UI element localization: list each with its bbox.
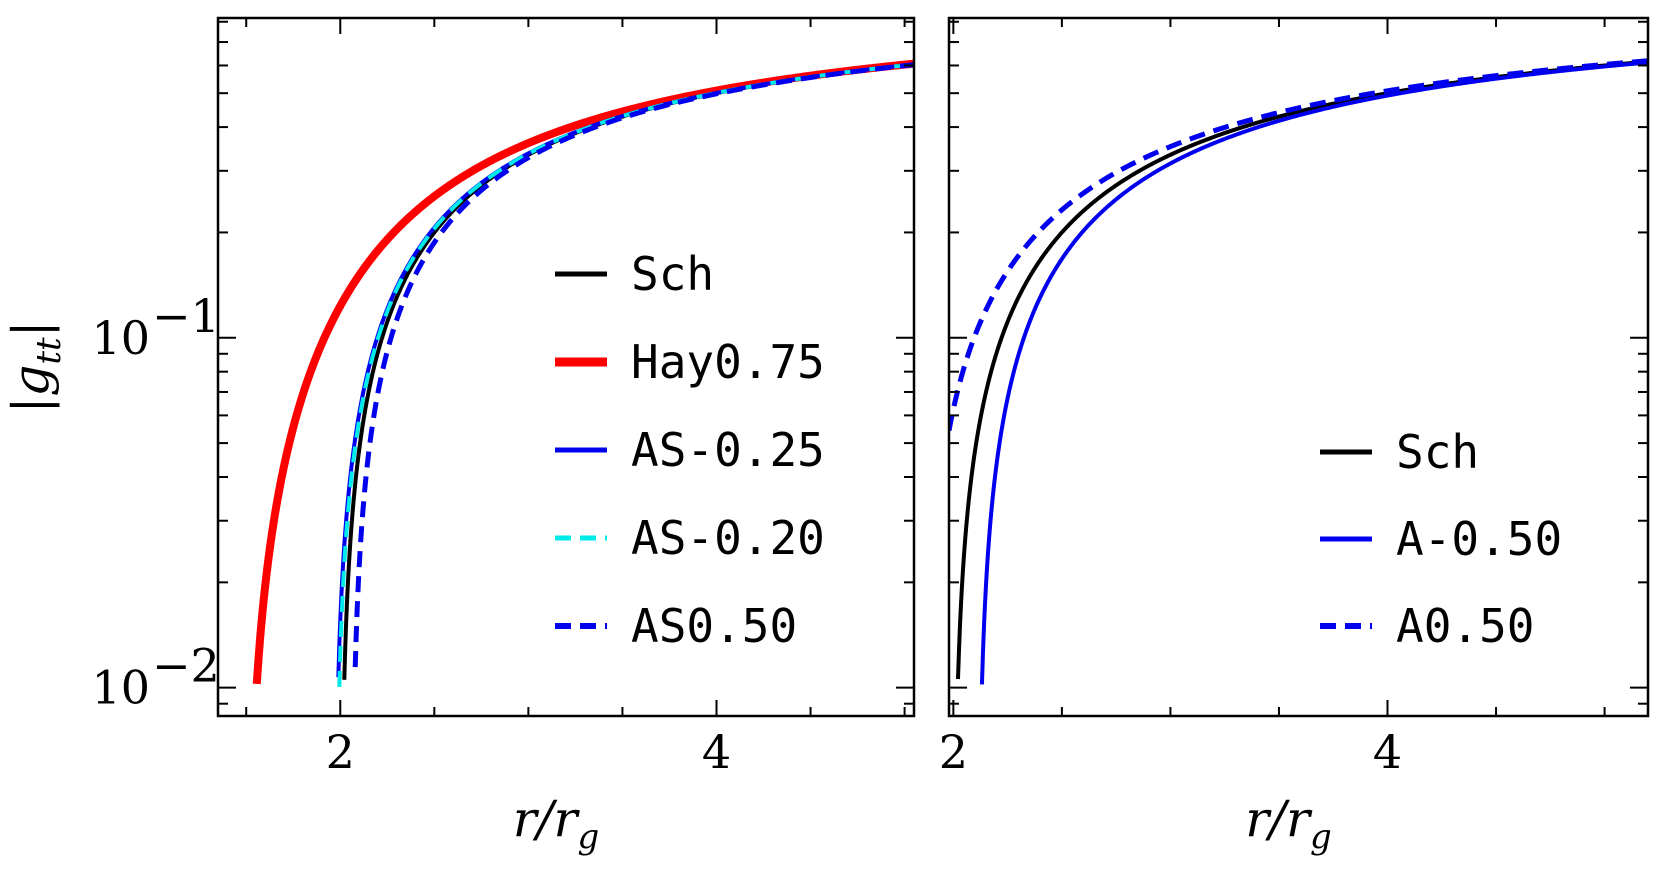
legend-label-as0.50: AS0.50 [631, 599, 797, 653]
x-axis-title-main: r/r [513, 790, 581, 848]
y-axis-title-sub: tt [29, 337, 69, 365]
series-line-a0.50 [949, 58, 1648, 432]
x-tick-label: 2 [939, 725, 968, 779]
legend-label-a0.50: A0.50 [1396, 599, 1534, 653]
axes-frame [216, 16, 916, 718]
series-line-as0.50 [352, 62, 914, 668]
x-tick-label: 4 [702, 725, 731, 779]
series-line-sch [955, 59, 1648, 680]
y-axis-title: |gtt| [2, 320, 69, 413]
x-axis-title-sub: g [1310, 817, 1332, 857]
legend-label-as-0.20: AS-0.20 [631, 511, 825, 565]
plot-area [252, 59, 914, 687]
legend-label-as-0.25: AS-0.25 [631, 423, 825, 477]
x-axis-title-main: r/r [1245, 790, 1313, 848]
y-axis-title-main: |g [2, 365, 60, 414]
legend: Sch Hay0.75 AS-0.25 AS-0.20 AS0.50 [555, 247, 825, 653]
y-axis-title-close: | [2, 320, 60, 337]
y-tick-label: 10 [91, 661, 150, 715]
series-line-sch [342, 62, 914, 680]
y-tick-label: 10 [91, 311, 150, 365]
axes-frame [947, 16, 1650, 718]
y-axis [949, 20, 1648, 705]
legend-label-hay0.75: Hay0.75 [631, 335, 825, 389]
x-axis-title-sub: g [577, 817, 599, 857]
plot-area [949, 58, 1648, 685]
series-line-as-0.25 [336, 62, 914, 678]
legend: Sch A-0.50 A0.50 [1320, 425, 1562, 653]
y-axis: 10−210−1 [91, 20, 914, 715]
x-axis-title: r/rg [513, 790, 599, 857]
y-tick-label-exp: −2 [152, 639, 220, 693]
x-axis-title: r/rg [1245, 790, 1331, 857]
legend-label-sch: Sch [631, 247, 714, 301]
series-line-as-0.20 [337, 62, 914, 687]
legend-label-a-0.50: A-0.50 [1396, 512, 1562, 566]
legend-label-sch: Sch [1396, 425, 1479, 479]
x-tick-label: 2 [326, 725, 355, 779]
y-tick-label-base: 10 [91, 311, 150, 365]
y-tick-label-exp: −1 [152, 289, 220, 343]
series-line-a-0.50 [979, 60, 1648, 685]
y-tick-label-base: 10 [91, 661, 150, 715]
x-tick-label: 4 [1373, 725, 1402, 779]
